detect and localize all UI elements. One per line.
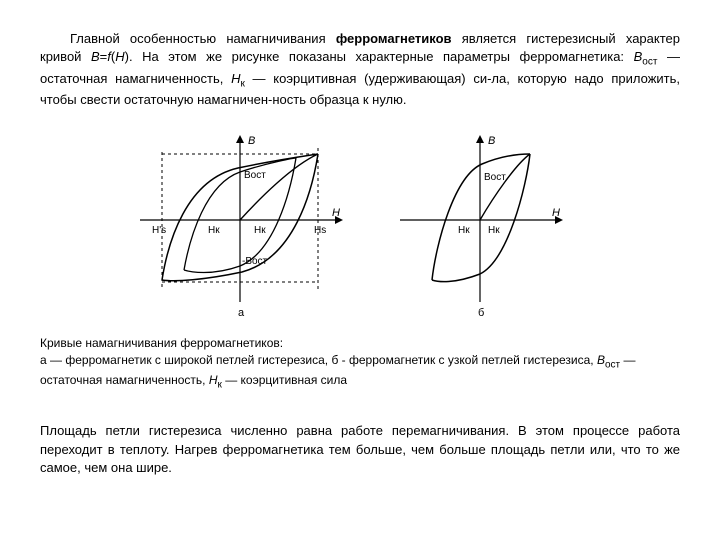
intro-paragraph: Главной особенностью намагничивания ферр… xyxy=(40,30,680,110)
text: . На этом же рисунке показаны характерны… xyxy=(129,49,634,64)
Bost-label: Bост xyxy=(244,170,266,181)
Bost-label-b: Bост xyxy=(484,172,506,183)
Hs-neg-label: H's xyxy=(152,225,166,236)
Hs-pos-label: Hs xyxy=(314,225,326,236)
axis-B-label-b: B xyxy=(488,135,495,147)
text: — коэрцитивная сила xyxy=(222,373,347,387)
graph-b-label: б xyxy=(478,307,484,319)
caption-line2: а — ферромагнетик с широкой петлей гисте… xyxy=(40,352,680,393)
hysteresis-svg: B H Bост -Bост Hк Hк H's Hs а B H Bост H… xyxy=(120,130,600,320)
Hk-pos-label-b: Hк xyxy=(488,225,500,236)
var-Bost: B xyxy=(634,49,643,64)
closing-text: Площадь петли гистерезиса численно равна… xyxy=(40,423,680,474)
axis-H-label: H xyxy=(332,207,340,219)
sub-ost: ост xyxy=(642,57,657,68)
text: Главной особенностью намагничивания xyxy=(70,31,336,46)
Hk-neg-label: Hк xyxy=(208,225,220,236)
Hk-pos-label: Hк xyxy=(254,225,266,236)
axis-H-label-b: H xyxy=(552,207,560,219)
figure-caption: Кривые намагничивания ферромагнетиков: а… xyxy=(40,335,680,393)
Bost-neg-label: -Bост xyxy=(242,256,268,267)
sub: ост xyxy=(605,359,620,370)
caption-line1: Кривые намагничивания ферромагнетиков: xyxy=(40,335,680,352)
hysteresis-diagram: B H Bост -Bост Hк Hк H's Hs а B H Bост H… xyxy=(40,130,680,325)
graph-a-label: а xyxy=(238,307,245,319)
text: а — ферромагнетик с широкой петлей гисте… xyxy=(40,353,597,367)
bold-ferro: ферромагнетиков xyxy=(336,31,452,46)
var-H: H xyxy=(115,49,124,64)
graph-b: B H Bост Hк Hк б xyxy=(400,135,563,319)
var-B: B xyxy=(91,49,100,64)
closing-paragraph: Площадь петли гистерезиса численно равна… xyxy=(40,422,680,477)
var: B xyxy=(597,353,605,367)
graph-a: B H Bост -Bост Hк Hк H's Hs а xyxy=(140,135,343,319)
Hk-neg-label-b: Hк xyxy=(458,225,470,236)
axis-B-label: B xyxy=(248,135,255,147)
